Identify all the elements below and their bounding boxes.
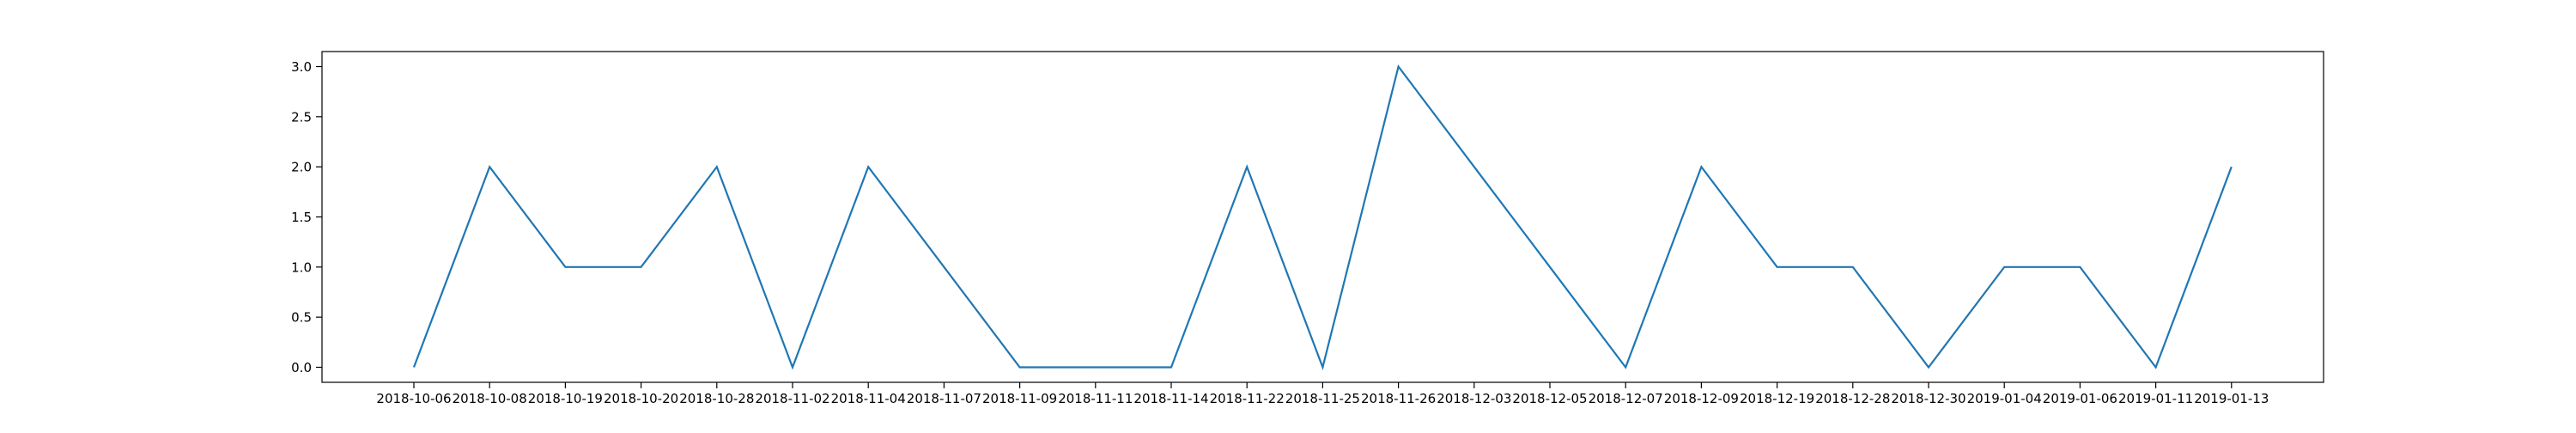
series-line xyxy=(412,64,2233,371)
y-axis-ticks: 0.0 0.5 1.0 1.5 2.0 2.5 3.0 xyxy=(291,59,322,375)
x-tick-label: 2018-12-07 xyxy=(1589,391,1663,406)
series-layer xyxy=(412,64,2233,371)
x-axis-ticks: 2018-10-06 2018-10-08 2018-10-19 2018-10-20… xyxy=(376,382,2269,406)
x-tick-label: 2018-10-06 xyxy=(376,391,451,406)
y-tick-label: 0.0 xyxy=(291,360,312,375)
x-tick-label: 2018-11-22 xyxy=(1210,391,1285,406)
x-tick-label: 2018-11-14 xyxy=(1133,391,1208,406)
y-tick-label: 1.0 xyxy=(291,259,312,275)
plot-area-frame xyxy=(321,51,2324,383)
y-tick-label: 2.0 xyxy=(291,160,312,175)
x-tick-label: 2019-01-06 xyxy=(2043,391,2117,406)
x-tick-label: 2018-11-25 xyxy=(1285,391,1360,406)
y-tick-label: 3.0 xyxy=(291,59,312,75)
x-tick-label: 2018-10-28 xyxy=(679,391,754,406)
x-tick-label: 2018-11-07 xyxy=(907,391,981,406)
x-tick-label: 2018-12-09 xyxy=(1664,391,1739,406)
x-tick-label: 2019-01-11 xyxy=(2118,391,2193,406)
y-tick-label: 2.5 xyxy=(291,109,312,125)
x-tick-label: 2018-11-04 xyxy=(831,391,906,406)
x-tick-label: 2018-12-28 xyxy=(1815,391,1890,406)
x-tick-label: 2019-01-13 xyxy=(2194,391,2269,406)
x-tick-label: 2018-10-08 xyxy=(453,391,527,406)
x-tick-label: 2018-12-03 xyxy=(1437,391,1511,406)
y-tick-label: 1.5 xyxy=(291,210,312,225)
x-tick-label: 2019-01-04 xyxy=(1967,391,2042,406)
x-tick-label: 2018-11-26 xyxy=(1361,391,1436,406)
x-tick-label: 2018-11-11 xyxy=(1058,391,1133,406)
x-tick-label: 2018-10-19 xyxy=(528,391,603,406)
x-tick-label: 2018-12-30 xyxy=(1891,391,1965,406)
x-tick-label: 2018-11-02 xyxy=(755,391,829,406)
x-tick-label: 2018-12-19 xyxy=(1740,391,1814,406)
x-tick-label: 2018-10-20 xyxy=(604,391,678,406)
y-tick-label: 0.5 xyxy=(291,310,312,326)
x-tick-label: 2018-12-05 xyxy=(1512,391,1587,406)
x-tick-label: 2018-11-09 xyxy=(982,391,1057,406)
